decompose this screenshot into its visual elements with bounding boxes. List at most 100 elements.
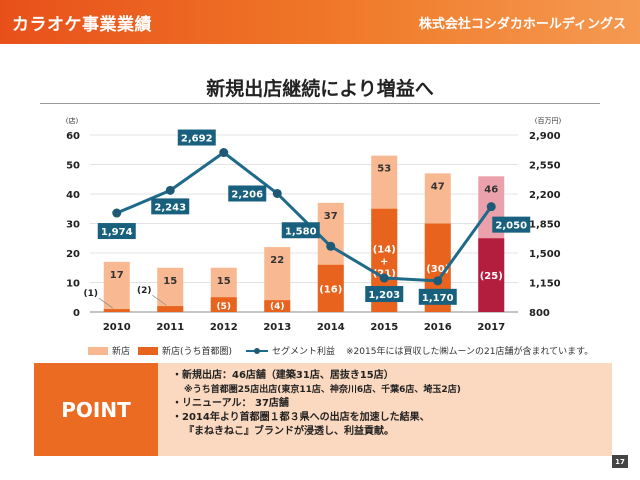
metro-store-bar xyxy=(317,264,344,312)
point-line-new-stores: ・新規出店：46店舗（建築31店、居抜き15店） xyxy=(172,370,394,381)
metro-store-bar xyxy=(478,238,505,312)
section-title: カラオケ事業業績 xyxy=(12,15,152,35)
profit-point xyxy=(433,276,443,286)
x-tick-label: 2013 xyxy=(263,322,291,333)
point-line-brand: 『まねきねこ』ブランドが浸透し、利益貢献。 xyxy=(184,426,394,437)
new-store-label: 22 xyxy=(270,255,284,266)
profit-label: 2,243 xyxy=(154,202,186,213)
profit-point xyxy=(272,188,282,198)
company-name: 株式会社コシダカホールディングス xyxy=(418,17,626,32)
profit-label: 2,206 xyxy=(231,189,263,200)
point-lines: ・新規出店：46店舗（建築31店、居抜き15店） ※うち首都圏25店出店(東京1… xyxy=(172,369,612,439)
x-tick-label: 2011 xyxy=(156,322,184,333)
metro-store-label: (14) xyxy=(373,244,396,255)
profit-label: 1,974 xyxy=(101,227,133,238)
right-tick-label: 2,550 xyxy=(529,161,561,172)
x-tick-label: 2010 xyxy=(103,322,131,333)
new-store-label: 37 xyxy=(324,211,338,222)
point-box: POINT ・新規出店：46店舗（建築31店、居抜き15店） ※うち首都圏25店… xyxy=(34,363,612,456)
profit-label: 1,203 xyxy=(368,290,400,301)
right-tick-label: 1,500 xyxy=(529,249,561,260)
profit-point xyxy=(486,202,496,212)
metro-store-label: (1) xyxy=(84,289,99,299)
x-tick-label: 2014 xyxy=(317,322,345,333)
point-line-metro-breakdown: ※うち首都圏25店出店(東京11店、神奈川6店、千葉6店、埼玉2店) xyxy=(184,385,461,395)
profit-point xyxy=(379,273,389,283)
profit-label-box xyxy=(418,288,457,305)
profit-label: 2,692 xyxy=(181,134,213,145)
legend-new-store: 新店 xyxy=(88,344,130,357)
profit-label: 1,580 xyxy=(285,226,317,237)
title-divider xyxy=(40,103,600,104)
page-number: 17 xyxy=(612,455,628,468)
legend-new-store-swatch xyxy=(88,346,108,355)
profit-point xyxy=(219,148,229,158)
metro-store-bar xyxy=(264,300,291,312)
header-bar: カラオケ事業業績 株式会社コシダカホールディングス xyxy=(0,0,640,44)
profit-label-box xyxy=(151,198,190,215)
profit-label: 1,170 xyxy=(422,293,454,304)
right-tick-label: 1,850 xyxy=(529,220,561,231)
metro-store-label: (4) xyxy=(270,302,285,312)
left-axis-unit: (店) xyxy=(66,116,79,125)
metro-store-label: (16) xyxy=(319,284,342,295)
legend-metro-label: 新店(うち首都圏) xyxy=(162,347,233,357)
new-store-label: 15 xyxy=(163,276,177,287)
right-tick-label: 800 xyxy=(529,308,550,319)
new-store-label: 47 xyxy=(431,181,445,192)
left-tick-label: 0 xyxy=(73,308,80,319)
x-tick-label: 2017 xyxy=(477,322,505,333)
profit-label-box xyxy=(492,216,531,233)
metro-store-bar xyxy=(157,306,184,312)
profit-label: 2,050 xyxy=(495,221,527,232)
new-store-bar xyxy=(157,267,184,312)
x-tick-label: 2016 xyxy=(424,322,452,333)
new-store-label: 15 xyxy=(217,276,231,287)
profit-point xyxy=(326,241,336,251)
left-tick-label: 10 xyxy=(66,279,80,290)
profit-label-box xyxy=(177,129,216,146)
x-tick-label: 2015 xyxy=(370,322,398,333)
new-store-label: 17 xyxy=(110,270,124,281)
profit-line xyxy=(116,150,493,283)
profit-label-box xyxy=(97,223,136,240)
legend-new-store-label: 新店 xyxy=(112,347,131,357)
left-tick-label: 30 xyxy=(66,220,80,231)
right-tick-label: 2,900 xyxy=(529,131,561,142)
left-tick-label: 40 xyxy=(66,190,80,201)
profit-point xyxy=(112,208,122,218)
point-line-metro-result: ・2014年より首都圏１都３県への出店を加速した結果、 xyxy=(172,412,430,423)
metro-store-bar xyxy=(103,309,130,312)
point-line-renewal: ・リニューアル： 37店舗 xyxy=(172,398,289,409)
metro-store-label: (2) xyxy=(137,286,152,296)
new-store-label: 46 xyxy=(484,184,498,195)
legend-profit-line xyxy=(246,347,268,355)
metro-store-label: (25) xyxy=(480,271,503,282)
x-tick-label: 2012 xyxy=(210,322,238,333)
right-tick-label: 1,150 xyxy=(529,279,561,290)
legend-metro: 新店(うち首都圏) xyxy=(138,344,232,357)
legend-profit-label: セグメント利益 xyxy=(272,347,336,357)
new-store-label: 53 xyxy=(377,164,391,175)
page-title: 新規出店継続により増益へ xyxy=(206,78,434,100)
left-tick-label: 20 xyxy=(66,249,80,260)
profit-label-box xyxy=(365,286,404,303)
profit-point xyxy=(165,185,175,195)
profit-label-box xyxy=(281,222,320,239)
chart-legend: 新店 新店(うち首都圏) セグメント利益 ※2015年には買収した㈱ムーンの21… xyxy=(88,344,628,358)
new-store-bar xyxy=(103,261,130,312)
legend-note: ※2015年には買収した㈱ムーンの21店舗が含まれています。 xyxy=(346,347,594,357)
store-profit-chart: 0 10 20 30 40 50 60 800 1,150 1,500 1,850 2,200 2,55… xyxy=(66,116,562,333)
right-tick-label: 2,200 xyxy=(529,190,561,201)
legend-metro-swatch xyxy=(138,346,158,355)
right-axis-unit: (百万円) xyxy=(535,117,562,125)
metro-store-label: (30) xyxy=(426,264,449,275)
metro-store-label: + xyxy=(380,256,388,267)
left-tick-label: 60 xyxy=(66,131,80,142)
metro-label-leader xyxy=(98,297,113,309)
metro-label-leader xyxy=(152,294,167,306)
legend-profit: セグメント利益 xyxy=(246,344,335,357)
metro-store-bar xyxy=(210,297,237,312)
profit-label-box xyxy=(228,185,267,202)
left-tick-label: 50 xyxy=(66,161,80,172)
